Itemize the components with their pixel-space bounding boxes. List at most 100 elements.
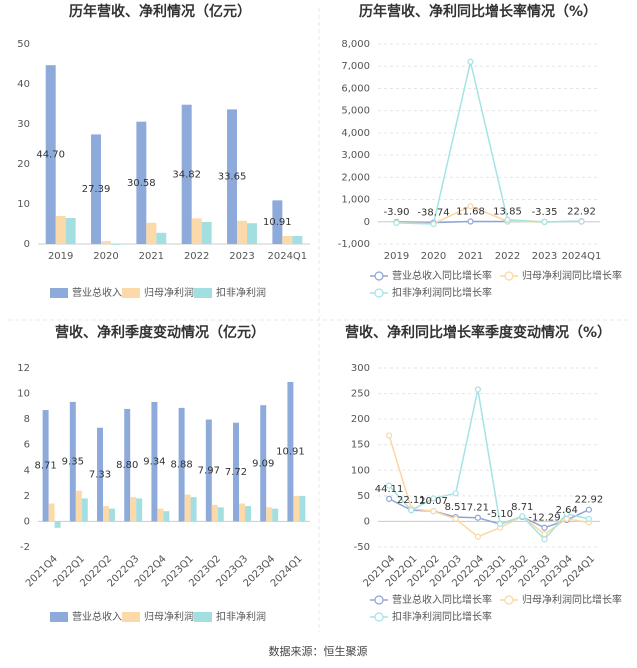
legend-label: 营业总收入 [72,286,122,299]
bar [287,381,294,522]
point [467,58,474,65]
point [585,515,593,522]
x-tick-label: 2024Q1 [267,251,307,262]
y-tick-label: 100 [351,465,370,476]
legend-label: 归母净利润 [144,610,194,623]
x-tick-label: 2023 [532,251,557,262]
legend-label: 营业总收入 [72,610,122,623]
y-tick-label: 30 [17,119,30,130]
bar [292,236,303,244]
value-label: 9.09 [252,458,274,469]
point [430,508,437,515]
y-tick-label: 150 [351,440,370,451]
x-tick-label: 2019 [384,251,409,262]
legend-swatch [50,288,68,298]
bar [97,427,104,522]
value-label: 27.39 [82,184,111,195]
bar [91,134,102,244]
value-label: 2.64 [556,505,578,516]
bar [244,506,251,522]
bar [108,508,115,522]
bar [181,104,192,244]
value-label: 8.88 [170,460,192,471]
y-tick-label: 10 [17,389,30,400]
bar [75,490,82,522]
value-label: -3.35 [532,207,558,218]
y-tick-label: 0 [24,239,30,250]
value-label: 22.92 [575,495,604,506]
y-tick-label: -50 [354,542,370,553]
bar [260,405,267,522]
value-label: 7.72 [225,467,247,478]
value-label: 30.58 [127,178,156,189]
bar [190,497,197,522]
value-label: 8.71 [34,461,56,472]
y-tick-label: 8,000 [341,39,370,50]
legend-swatch [374,612,384,622]
legend-swatch [504,595,514,605]
y-tick-label: 200 [351,414,370,425]
value-label: 13.85 [493,206,522,217]
value-label: 8.71 [511,502,533,513]
source: 数据来源：恒生聚源 [269,644,368,658]
x-tick-label: 2021 [139,251,164,262]
legend-label: 归母净利润 [144,286,194,299]
point [474,386,481,393]
point [541,531,548,538]
y-tick-label: 10 [17,199,30,210]
bar [65,218,76,244]
legend-label: 营业总收入同比增长率 [392,593,492,606]
bar [272,508,279,522]
bar [217,507,224,522]
chart-title: 营收、净利季度变动情况（亿元） [55,324,265,341]
point [452,490,459,497]
y-tick-label: 12 [17,363,30,374]
legend-label: 归母净利润同比增长率 [522,269,622,282]
legend-swatch [374,288,384,298]
y-tick-label: 2 [24,491,30,502]
bar [110,244,121,245]
bar [157,508,164,522]
point [541,536,548,543]
x-tick-label: 2019 [48,251,73,262]
y-tick-label: -2 [20,542,30,553]
x-tick-label: 2021 [458,251,483,262]
legend-swatch [122,612,140,622]
point [563,515,570,522]
y-tick-label: -1,000 [338,239,370,250]
y-tick-label: 3,000 [341,150,370,161]
legend-label: 扣非净利润 [216,286,266,299]
point [452,515,459,522]
point [386,432,393,439]
point [504,216,511,223]
value-label: -3.90 [384,207,410,218]
y-tick-label: 40 [17,79,30,90]
legend-swatch [50,612,68,622]
point [430,220,437,228]
value-label: 10.91 [263,217,292,228]
point [497,520,504,528]
bar [205,419,212,522]
point [585,506,593,513]
legend-label: 扣非净利润同比增长率 [392,610,492,623]
y-tick-label: 1,000 [341,195,370,206]
x-tick-label: 2023 [229,251,254,262]
legend-swatch [374,271,384,281]
bar [124,408,131,522]
y-tick-label: 5,000 [341,106,370,117]
y-tick-label: 0 [364,516,370,527]
y-tick-label: 300 [351,363,370,374]
point [474,514,481,521]
bar [163,511,170,522]
point [467,218,474,225]
x-tick-label: 2022 [184,251,209,262]
bar [282,236,293,244]
bar [156,232,167,244]
x-tick-label: 2020 [93,251,118,262]
value-label: 44.11 [375,484,404,495]
bar [272,200,283,244]
bar [299,495,306,522]
y-tick-label: 20 [17,159,30,170]
point [393,219,400,226]
